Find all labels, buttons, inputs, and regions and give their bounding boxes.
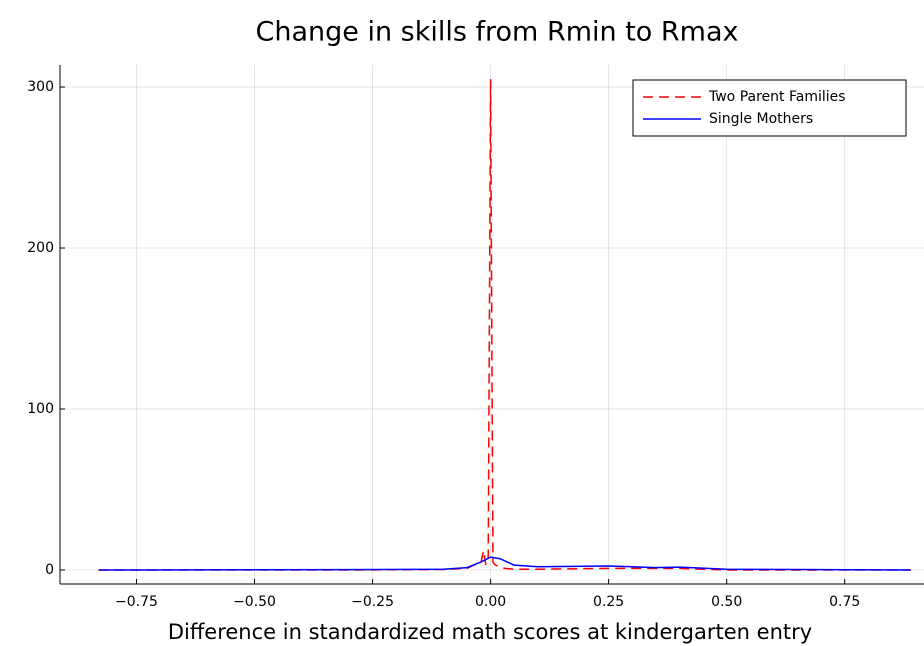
data-line bbox=[98, 79, 911, 571]
y-tick-label: 300 bbox=[27, 79, 54, 95]
y-tick-label: 200 bbox=[27, 240, 54, 256]
legend-box bbox=[632, 79, 907, 137]
x-tick-label: −0.25 bbox=[351, 594, 394, 610]
x-tick-label: 0.75 bbox=[829, 594, 860, 610]
data-line bbox=[98, 556, 911, 571]
chart-title: Change in skills from Rmin to Rmax bbox=[256, 17, 739, 48]
x-axis-label: Difference in standardized math scores a… bbox=[168, 620, 812, 644]
y-tick-label: 100 bbox=[27, 401, 54, 417]
y-tick-label: 0 bbox=[45, 562, 54, 578]
x-tick-label: 0.00 bbox=[475, 594, 506, 610]
legend-label: Two Parent Families bbox=[708, 89, 846, 105]
x-tick-label: −0.75 bbox=[115, 594, 158, 610]
x-tick-label: −0.50 bbox=[233, 594, 276, 610]
legend-label: Single Mothers bbox=[709, 111, 813, 127]
x-tick-label: 0.50 bbox=[711, 594, 742, 610]
x-tick-label: 0.25 bbox=[593, 594, 624, 610]
